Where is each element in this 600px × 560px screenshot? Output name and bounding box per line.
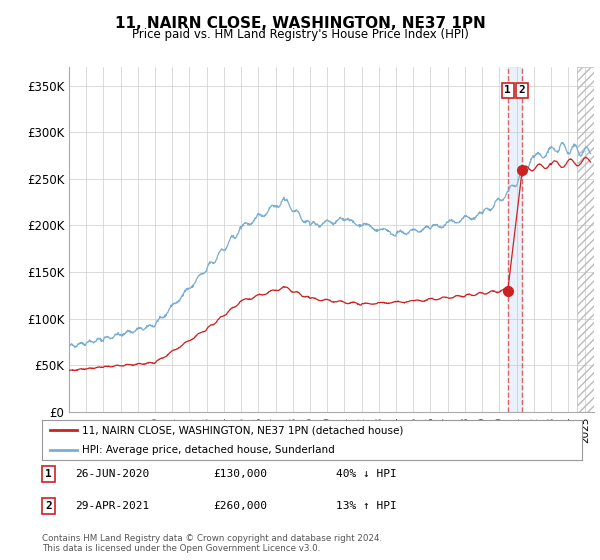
Text: 1: 1 [505, 86, 511, 95]
Text: 40% ↓ HPI: 40% ↓ HPI [336, 469, 397, 479]
Text: 2: 2 [45, 501, 52, 511]
Text: 29-APR-2021: 29-APR-2021 [75, 501, 149, 511]
Text: £130,000: £130,000 [213, 469, 267, 479]
Text: 11, NAIRN CLOSE, WASHINGTON, NE37 1PN (detached house): 11, NAIRN CLOSE, WASHINGTON, NE37 1PN (d… [83, 425, 404, 435]
Text: Price paid vs. HM Land Registry's House Price Index (HPI): Price paid vs. HM Land Registry's House … [131, 28, 469, 41]
Text: 26-JUN-2020: 26-JUN-2020 [75, 469, 149, 479]
Text: £260,000: £260,000 [213, 501, 267, 511]
Bar [508, 67, 522, 412]
Text: 13% ↑ HPI: 13% ↑ HPI [336, 501, 397, 511]
Text: Contains HM Land Registry data © Crown copyright and database right 2024.
This d: Contains HM Land Registry data © Crown c… [42, 534, 382, 553]
Bar [577, 67, 600, 412]
Text: 11, NAIRN CLOSE, WASHINGTON, NE37 1PN: 11, NAIRN CLOSE, WASHINGTON, NE37 1PN [115, 16, 485, 31]
Text: HPI: Average price, detached house, Sunderland: HPI: Average price, detached house, Sund… [83, 445, 335, 455]
Text: 2: 2 [519, 86, 526, 95]
Text: 1: 1 [45, 469, 52, 479]
